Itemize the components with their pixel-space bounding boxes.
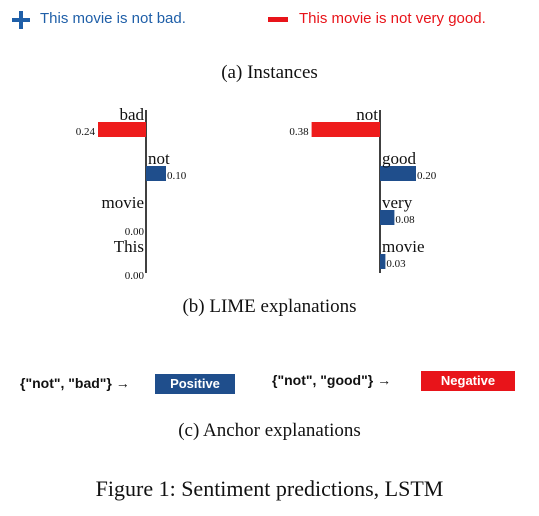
bar-very-2: [380, 210, 395, 225]
value-label: 0.24: [76, 126, 96, 138]
value-label: 0.08: [395, 214, 415, 226]
value-label: 0.03: [386, 258, 406, 270]
figure-caption: Figure 1: Sentiment predictions, LSTM: [95, 476, 444, 501]
word-label: very: [382, 193, 413, 212]
value-label: 0.10: [167, 170, 187, 182]
anchor-caption: (c) Anchor explanations: [178, 420, 361, 441]
minus-icon: [268, 17, 288, 22]
negative-instance-text: This movie is not very good.: [299, 10, 486, 27]
value-label: 0.20: [417, 170, 437, 182]
bar-movie-3: [380, 254, 386, 269]
word-label: not: [148, 149, 170, 168]
word-label: bad: [119, 105, 144, 124]
anchor-rule-right: {"not", "good"} →: [272, 372, 392, 388]
bar-not-0: [311, 122, 380, 137]
word-label: not: [356, 105, 378, 124]
lime-caption: (b) LIME explanations: [182, 296, 357, 317]
value-label: 0.00: [125, 270, 145, 280]
bar-good-1: [380, 166, 416, 181]
word-label: movie: [102, 193, 145, 212]
plus-icon: [12, 11, 30, 29]
positive-instance-text: This movie is not bad.: [40, 10, 186, 27]
value-label: 0.00: [125, 226, 145, 238]
value-label: 0.38: [289, 126, 309, 138]
word-label: This: [114, 237, 144, 256]
anchor-rule-left: {"not", "bad"} →: [20, 375, 130, 391]
bar-not-1: [146, 166, 166, 181]
word-label: good: [382, 149, 417, 168]
positive-badge: Positive: [155, 374, 235, 394]
word-label: movie: [382, 237, 425, 256]
instances-caption: (a) Instances: [221, 62, 318, 83]
negative-badge: Negative: [421, 371, 515, 391]
bar-bad-0: [98, 122, 146, 137]
